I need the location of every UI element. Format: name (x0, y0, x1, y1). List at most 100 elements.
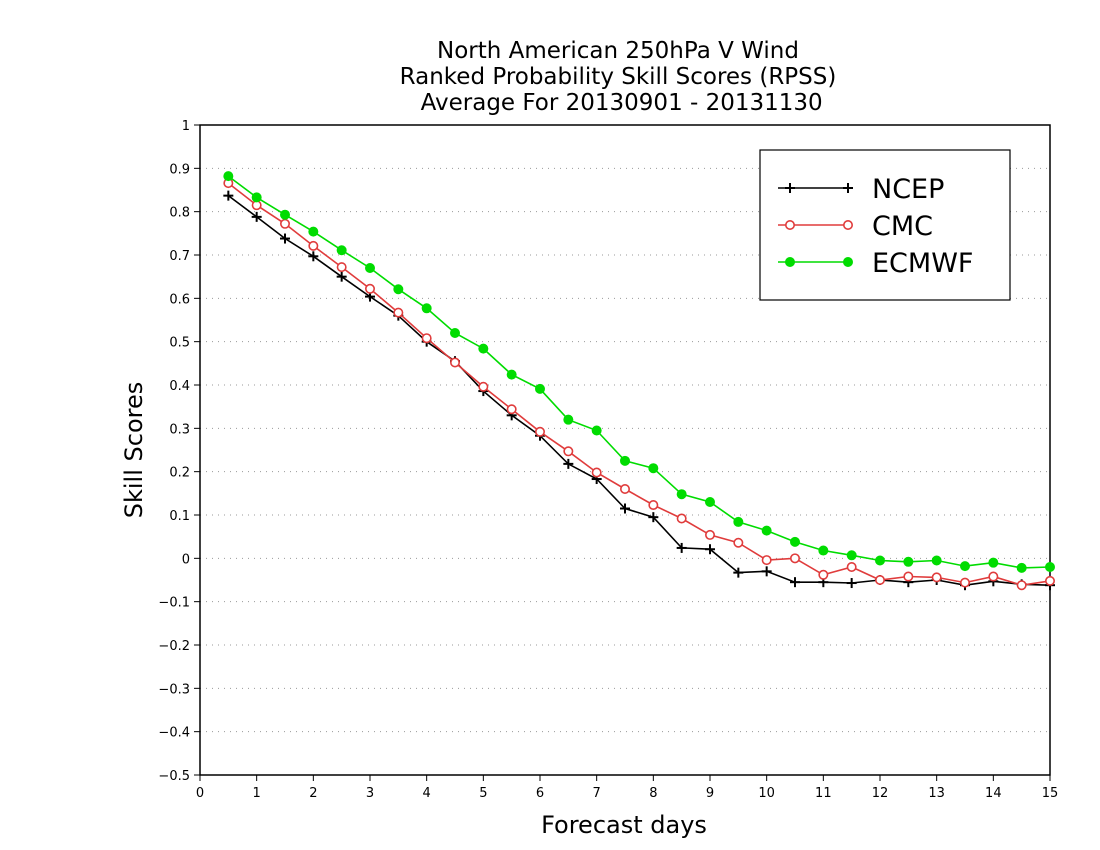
x-tick-label: 8 (649, 786, 657, 801)
y-tick-label: −0.2 (158, 639, 190, 654)
x-tick-label: 6 (536, 786, 544, 801)
data-point-ecmwf (563, 414, 574, 425)
data-point-cmc (308, 240, 319, 251)
series-lines (223, 171, 1056, 591)
data-point-ncep (223, 190, 234, 201)
data-point-cmc (733, 537, 744, 548)
y-tick-label: −0.5 (158, 769, 190, 784)
y-tick-label: −0.1 (158, 596, 190, 611)
data-point-ecmwf (308, 226, 319, 237)
data-point-cmc (846, 561, 857, 572)
data-point-ecmwf (478, 343, 489, 354)
x-tick-label: 13 (928, 786, 945, 801)
data-point-ecmwf (705, 497, 715, 507)
legend-marker-cmc (784, 220, 795, 231)
data-point-ecmwf (450, 328, 460, 338)
data-point-ncep (620, 503, 630, 514)
legend-label-ecmwf: ECMWF (872, 248, 973, 279)
x-axis-title: Forecast days (541, 811, 707, 839)
data-point-ecmwf (280, 209, 290, 220)
y-tick-label: 0.9 (169, 162, 190, 177)
data-point-ecmwf (931, 555, 942, 566)
x-tick-label: 1 (253, 786, 261, 801)
data-point-ecmwf (790, 536, 800, 547)
x-tick-label: 10 (758, 786, 775, 801)
data-point-cmc (903, 571, 914, 582)
data-point-ncep (308, 251, 319, 262)
legend-label-cmc: CMC (872, 211, 933, 242)
data-point-ecmwf (875, 555, 885, 566)
x-tick-label: 7 (593, 786, 601, 801)
data-point-ncep (251, 211, 262, 222)
data-point-ecmwf (251, 192, 262, 203)
y-tick-label: 0 (182, 552, 190, 567)
data-point-cmc (648, 500, 659, 511)
data-point-ecmwf (336, 245, 347, 256)
data-point-cmc (449, 357, 460, 368)
data-point-ncep (648, 512, 659, 523)
data-point-ecmwf (761, 525, 772, 536)
data-point-cmc (1016, 580, 1027, 591)
chart-title-line-3: Average For 20130901 - 20131130 (413, 90, 822, 116)
y-tick-label: 0.1 (169, 509, 190, 524)
legend-marker-ncep (843, 183, 853, 193)
data-point-cmc (959, 577, 970, 588)
data-point-cmc (704, 529, 715, 540)
y-tick-label: 0.7 (169, 249, 190, 264)
data-point-cmc (393, 307, 404, 318)
y-tick-label: 0.4 (169, 379, 190, 394)
y-tick-label: 0.6 (169, 292, 190, 307)
data-point-cmc (534, 426, 545, 437)
legend-marker-cmc (842, 220, 853, 231)
data-point-cmc (619, 483, 630, 494)
x-tick-label: 0 (196, 786, 204, 801)
data-point-ecmwf (223, 171, 234, 182)
data-point-ncep (336, 271, 347, 282)
y-tick-label: −0.4 (158, 726, 190, 741)
data-point-cmc (818, 569, 829, 580)
legend-marker-ecmwf (843, 257, 853, 267)
data-point-ncep (563, 458, 574, 469)
legend-marker-ecmwf (785, 257, 795, 267)
data-point-ecmwf (676, 489, 687, 500)
data-point-ecmwf (988, 557, 999, 568)
chart-title-line-1: North American 250hPa V Wind (437, 38, 799, 64)
data-point-ncep (846, 578, 857, 589)
data-point-ncep (761, 566, 772, 577)
y-tick-label: 1 (182, 119, 190, 134)
legend: NCEP CMC ECMWF (759, 149, 1011, 301)
x-tick-label: 3 (366, 786, 374, 801)
data-point-ncep (676, 542, 687, 553)
data-point-cmc (676, 513, 687, 524)
data-point-ecmwf (506, 369, 517, 380)
data-point-ecmwf (1045, 562, 1055, 572)
data-point-cmc (874, 574, 885, 585)
data-point-cmc (279, 218, 290, 229)
data-point-ecmwf (903, 556, 914, 567)
data-point-ecmwf (733, 516, 744, 527)
data-point-ecmwf (648, 463, 659, 474)
y-tick-label: 0.3 (169, 422, 190, 437)
y-tick-label: 0.2 (169, 466, 190, 481)
data-point-ecmwf (591, 425, 602, 436)
data-point-ecmwf (535, 383, 545, 394)
data-point-ncep (790, 577, 800, 588)
y-axis-title: Skill Scores (120, 382, 148, 519)
axes: −0.5 −0.4 −0.3 −0.2 −0.1 0 0.1 0.2 0.3 0.4 0.5 0.6 0… (158, 119, 1058, 801)
data-point-ecmwf (393, 284, 404, 295)
data-point-ncep (280, 233, 290, 244)
data-point-cmc (364, 283, 375, 294)
data-point-cmc (421, 333, 432, 344)
chart-title-line-2: Ranked Probability Skill Scores (RPSS) (400, 64, 837, 90)
data-point-cmc (761, 555, 772, 566)
data-point-ecmwf (818, 545, 829, 556)
data-point-cmc (591, 467, 602, 478)
data-point-cmc (478, 381, 489, 392)
data-point-ecmwf (365, 263, 375, 273)
data-point-cmc (931, 572, 942, 583)
legend-label-ncep: NCEP (872, 174, 944, 205)
y-tick-label: 0.8 (169, 206, 190, 221)
x-tick-label: 2 (309, 786, 317, 801)
x-tick-label: 5 (479, 786, 487, 801)
data-point-cmc (563, 446, 574, 457)
